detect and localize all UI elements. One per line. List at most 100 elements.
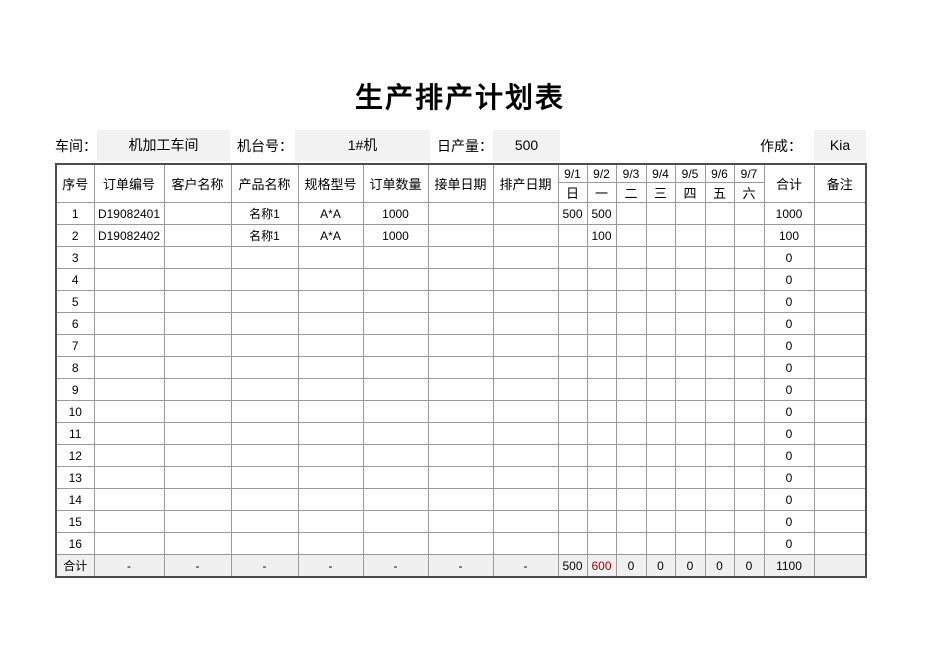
cell-spec[interactable] bbox=[297, 422, 364, 445]
cell-day-qty[interactable] bbox=[615, 400, 647, 423]
cell-recv-date[interactable] bbox=[427, 224, 494, 247]
cell-recv-date[interactable] bbox=[427, 202, 494, 225]
cell-day-qty[interactable] bbox=[586, 488, 617, 511]
cell-sched-date[interactable] bbox=[492, 224, 559, 247]
cell-customer[interactable] bbox=[163, 224, 232, 247]
cell-product[interactable] bbox=[230, 510, 299, 533]
cell-spec[interactable] bbox=[297, 334, 364, 357]
cell-recv-date[interactable] bbox=[427, 510, 494, 533]
cell-day-qty[interactable] bbox=[586, 378, 617, 401]
cell-qty[interactable] bbox=[362, 510, 429, 533]
cell-day-qty[interactable] bbox=[645, 224, 676, 247]
author-field[interactable]: Kia bbox=[814, 130, 866, 161]
cell-no[interactable]: 8 bbox=[55, 356, 95, 379]
cell-day-qty[interactable] bbox=[615, 334, 647, 357]
cell-day-qty[interactable] bbox=[645, 356, 676, 379]
cell-order-no[interactable] bbox=[93, 422, 165, 445]
cell-product[interactable] bbox=[230, 488, 299, 511]
cell-order-no[interactable] bbox=[93, 532, 165, 555]
cell-day-qty[interactable] bbox=[615, 532, 647, 555]
cell-day-qty[interactable] bbox=[733, 510, 765, 533]
cell-qty[interactable] bbox=[362, 312, 429, 335]
cell-no[interactable]: 9 bbox=[55, 378, 95, 401]
cell-customer[interactable] bbox=[163, 202, 232, 225]
cell-day-qty[interactable] bbox=[733, 202, 765, 225]
cell-qty[interactable] bbox=[362, 356, 429, 379]
cell-day-qty[interactable] bbox=[557, 224, 588, 247]
cell-customer[interactable] bbox=[163, 268, 232, 291]
cell-day-qty[interactable] bbox=[586, 400, 617, 423]
cell-day-qty[interactable] bbox=[557, 400, 588, 423]
cell-remark[interactable] bbox=[813, 444, 867, 467]
cell-remark[interactable] bbox=[813, 268, 867, 291]
cell-day-qty[interactable] bbox=[674, 532, 706, 555]
cell-product[interactable]: 名称1 bbox=[230, 224, 299, 247]
cell-no[interactable]: 4 bbox=[55, 268, 95, 291]
cell-day-qty[interactable] bbox=[704, 312, 735, 335]
cell-day-qty[interactable] bbox=[645, 444, 676, 467]
workshop-field[interactable]: 机加工车间 bbox=[97, 130, 230, 161]
cell-qty[interactable] bbox=[362, 268, 429, 291]
cell-sched-date[interactable] bbox=[492, 356, 559, 379]
cell-qty[interactable] bbox=[362, 246, 429, 269]
cell-no[interactable]: 5 bbox=[55, 290, 95, 313]
cell-sched-date[interactable] bbox=[492, 444, 559, 467]
cell-day-qty[interactable] bbox=[733, 444, 765, 467]
cell-day-qty[interactable] bbox=[586, 444, 617, 467]
cell-no[interactable]: 7 bbox=[55, 334, 95, 357]
cell-remark[interactable] bbox=[813, 356, 867, 379]
cell-day-qty[interactable] bbox=[674, 488, 706, 511]
cell-remark[interactable] bbox=[813, 334, 867, 357]
cell-spec[interactable] bbox=[297, 378, 364, 401]
cell-day-qty[interactable] bbox=[674, 224, 706, 247]
cell-spec[interactable] bbox=[297, 268, 364, 291]
cell-sched-date[interactable] bbox=[492, 312, 559, 335]
cell-recv-date[interactable] bbox=[427, 444, 494, 467]
cell-day-qty[interactable] bbox=[645, 312, 676, 335]
cell-day-qty[interactable] bbox=[704, 246, 735, 269]
cell-day-qty[interactable] bbox=[586, 246, 617, 269]
cell-day-qty[interactable]: 100 bbox=[586, 224, 617, 247]
cell-remark[interactable] bbox=[813, 290, 867, 313]
cell-qty[interactable]: 1000 bbox=[362, 224, 429, 247]
cell-day-qty[interactable] bbox=[704, 290, 735, 313]
cell-day-qty[interactable] bbox=[704, 466, 735, 489]
cell-product[interactable] bbox=[230, 532, 299, 555]
cell-day-qty[interactable] bbox=[733, 290, 765, 313]
cell-day-qty[interactable] bbox=[674, 378, 706, 401]
cell-day-qty[interactable] bbox=[704, 334, 735, 357]
cell-day-qty[interactable] bbox=[615, 246, 647, 269]
cell-recv-date[interactable] bbox=[427, 356, 494, 379]
cell-qty[interactable] bbox=[362, 488, 429, 511]
cell-day-qty[interactable] bbox=[615, 268, 647, 291]
cell-qty[interactable] bbox=[362, 444, 429, 467]
cell-no[interactable]: 6 bbox=[55, 312, 95, 335]
cell-remark[interactable] bbox=[813, 246, 867, 269]
cell-day-qty[interactable] bbox=[733, 268, 765, 291]
cell-sched-date[interactable] bbox=[492, 202, 559, 225]
cell-day-qty[interactable] bbox=[733, 246, 765, 269]
cell-product[interactable] bbox=[230, 466, 299, 489]
cell-day-qty[interactable] bbox=[704, 202, 735, 225]
cell-product[interactable] bbox=[230, 444, 299, 467]
cell-product[interactable] bbox=[230, 268, 299, 291]
cell-day-qty[interactable] bbox=[704, 532, 735, 555]
cell-customer[interactable] bbox=[163, 312, 232, 335]
cell-product[interactable] bbox=[230, 312, 299, 335]
cell-day-qty[interactable] bbox=[645, 246, 676, 269]
cell-day-qty[interactable] bbox=[645, 202, 676, 225]
cell-day-qty[interactable] bbox=[557, 334, 588, 357]
cell-customer[interactable] bbox=[163, 400, 232, 423]
cell-sched-date[interactable] bbox=[492, 378, 559, 401]
cell-day-qty[interactable] bbox=[674, 202, 706, 225]
cell-order-no[interactable] bbox=[93, 334, 165, 357]
cell-recv-date[interactable] bbox=[427, 312, 494, 335]
cell-day-qty[interactable] bbox=[704, 356, 735, 379]
cell-no[interactable]: 16 bbox=[55, 532, 95, 555]
cell-day-qty[interactable] bbox=[645, 268, 676, 291]
cell-day-qty[interactable] bbox=[645, 510, 676, 533]
cell-day-qty[interactable] bbox=[557, 356, 588, 379]
cell-day-qty[interactable]: 500 bbox=[557, 202, 588, 225]
cell-order-no[interactable]: D19082401 bbox=[93, 202, 165, 225]
cell-sched-date[interactable] bbox=[492, 532, 559, 555]
